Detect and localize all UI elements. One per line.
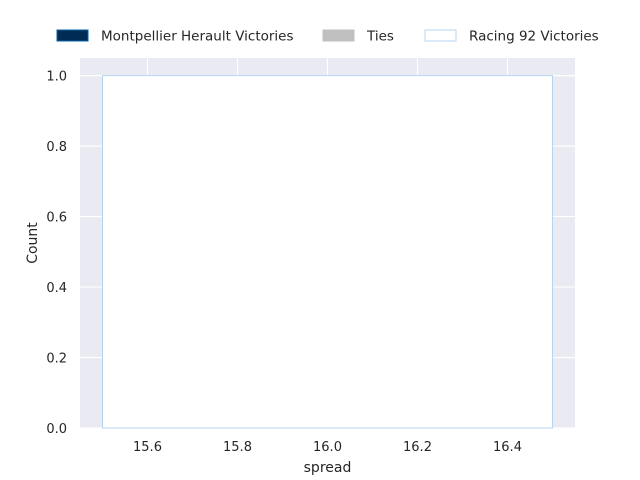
y-tick-label: 0.0 <box>46 422 67 437</box>
x-tick-label: 16.2 <box>403 440 432 455</box>
y-axis-title: Count <box>25 222 41 264</box>
legend-label: Montpellier Herault Victories <box>101 29 294 45</box>
x-axis-title: spread <box>304 460 352 476</box>
x-tick-label: 16.4 <box>493 440 522 455</box>
y-tick-label: 0.2 <box>46 352 67 367</box>
x-tick-label: 16.0 <box>313 440 342 455</box>
x-tick-label: 15.6 <box>133 440 162 455</box>
y-tick-label: 0.8 <box>46 140 67 155</box>
legend-swatch <box>56 29 89 42</box>
histogram-bars <box>102 75 553 429</box>
legend-label: Racing 92 Victories <box>469 29 599 45</box>
x-tick-label: 15.8 <box>223 440 252 455</box>
histogram-bar <box>102 75 553 429</box>
legend: Montpellier Herault Victories Ties Racing … <box>56 29 599 45</box>
y-tick-labels: 0.0 0.2 0.4 0.6 0.8 1.0 <box>46 70 67 437</box>
x-tick-labels: 15.6 15.8 16.0 16.2 16.4 <box>133 440 522 455</box>
legend-label: Ties <box>366 29 394 45</box>
y-tick-label: 1.0 <box>46 70 67 85</box>
legend-swatch <box>424 29 457 42</box>
legend-swatch <box>322 29 355 42</box>
y-tick-label: 0.6 <box>46 211 67 226</box>
y-tick-label: 0.4 <box>46 281 67 296</box>
